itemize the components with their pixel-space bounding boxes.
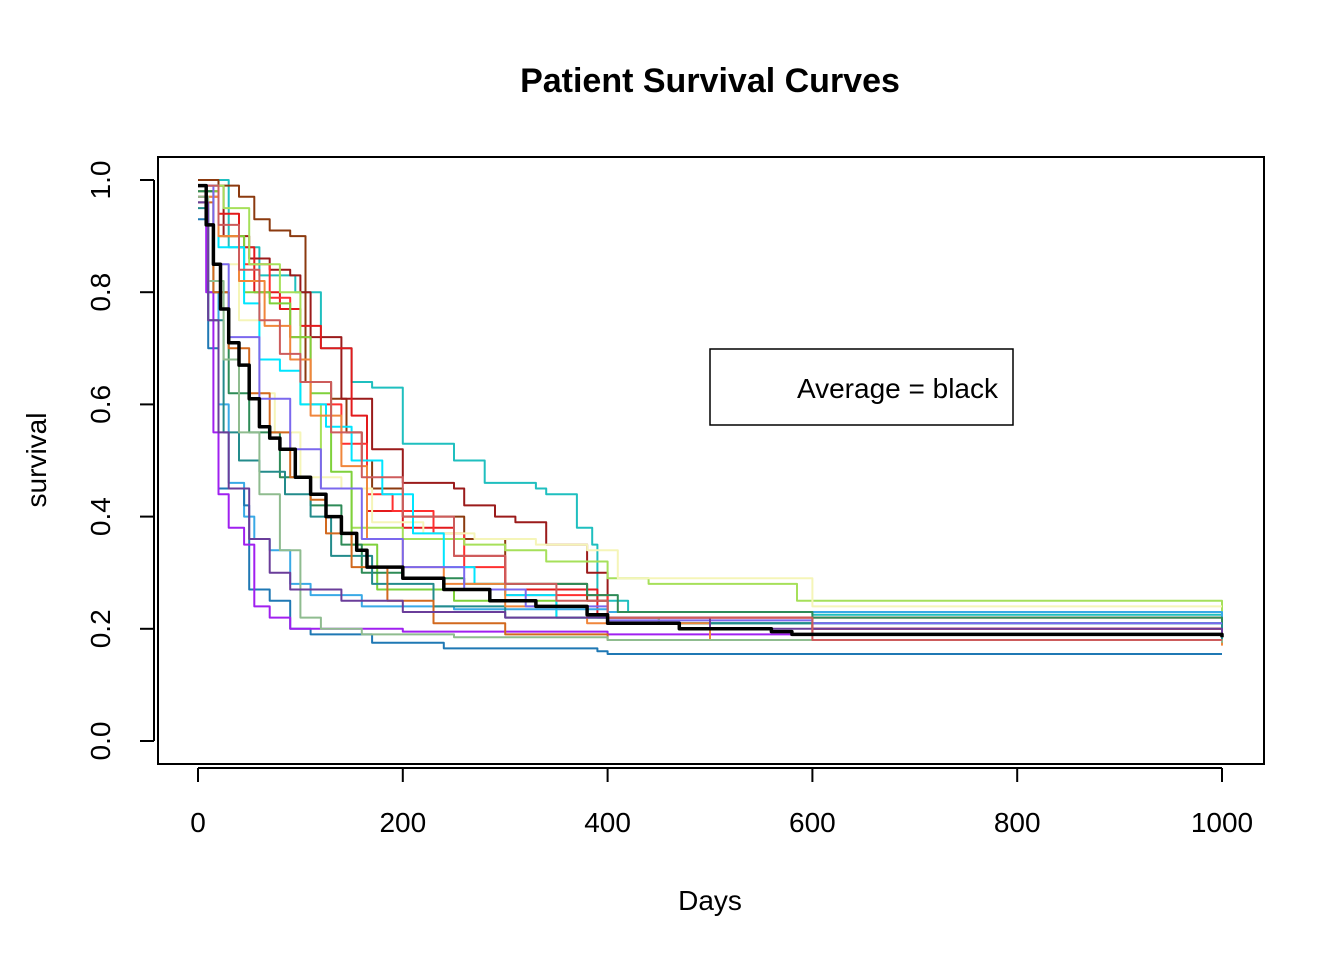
legend-box: [709, 348, 1014, 426]
x-tick-label: 200: [379, 807, 426, 838]
y-tick-label: 1.0: [85, 161, 116, 200]
series-line-average: [198, 183, 1224, 638]
series-line: [198, 201, 1223, 635]
legend: Average = black: [709, 348, 1014, 426]
y-tick-label: 0.0: [85, 722, 116, 761]
y-tick-label: 0.6: [85, 385, 116, 424]
series-line: [198, 195, 1223, 643]
series-line: [198, 184, 1223, 618]
plot-frame: [157, 156, 1265, 765]
x-tick-label: 0: [190, 807, 206, 838]
y-axis: 0.0 0.2 0.4 0.6 0.8 1.0: [85, 161, 155, 761]
y-tick-label: 0.2: [85, 609, 116, 648]
y-tick-label: 0.8: [85, 273, 116, 312]
y-tick-label: 0.4: [85, 497, 116, 536]
x-tick-label: 800: [994, 807, 1041, 838]
y-axis-label: survival: [21, 413, 52, 508]
series-line: [198, 184, 1222, 641]
x-axis: 0 200 400 600 800 1000: [190, 767, 1253, 838]
series-line: [198, 195, 1222, 608]
x-axis-label: Days: [678, 885, 742, 916]
chart-title: Patient Survival Curves: [520, 62, 900, 100]
legend-text: Average = black: [797, 373, 999, 404]
x-tick-label: 600: [789, 807, 836, 838]
x-tick-label: 1000: [1191, 807, 1253, 838]
series-line: [198, 195, 1222, 636]
x-tick-label: 400: [584, 807, 631, 838]
